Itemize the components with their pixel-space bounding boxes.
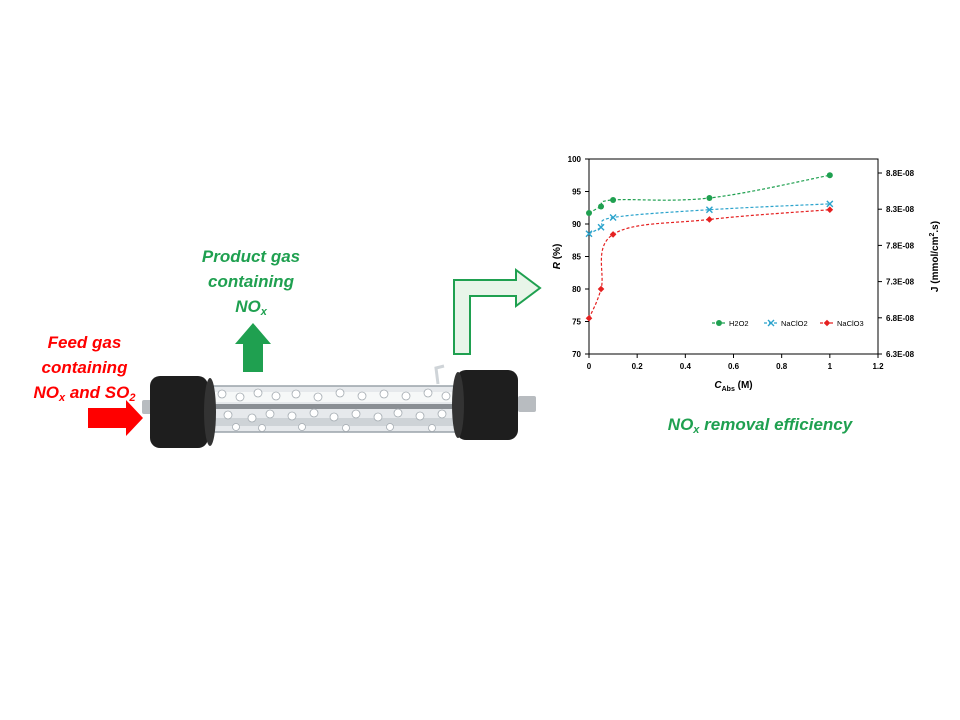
legend-marker-naclo2 [767, 319, 775, 327]
data-point-naclo3 [585, 314, 593, 322]
feed-gas-label: Feed gas containing NOx and SO2 [22, 330, 147, 411]
data-point-naclo2 [609, 214, 617, 221]
data-point-naclo2 [585, 230, 593, 238]
data-point-naclo3 [826, 206, 834, 213]
removal-efficiency-chart: 0 0.2 0.4 0.6 0.8 1 1.2 70 75 80 85 90 95 100 6.3E-08 6… [552, 155, 941, 393]
x-tick-label: 0.8 [776, 362, 788, 371]
data-point-h2o2 [598, 203, 605, 210]
x-tick-label: 0 [587, 362, 592, 371]
data-point-naclo2 [705, 206, 713, 214]
series-line-naclo3 [588, 209, 830, 319]
membrane-module [142, 364, 536, 448]
chart-caption: NOx removal efficiency [667, 415, 853, 436]
feed-gas-line2: containing [41, 358, 128, 377]
data-point-naclo3 [597, 285, 605, 293]
y-tick-label: 85 [572, 253, 581, 262]
y2-tick-label: 6.8E-08 [886, 314, 915, 323]
y2-tick-label: 8.8E-08 [886, 169, 915, 178]
y-tick-label: 75 [572, 318, 581, 327]
data-point-h2o2 [586, 209, 592, 216]
feed-arrow [88, 400, 143, 436]
y-axis-label: R (%) [552, 244, 563, 270]
data-point-naclo2 [826, 200, 834, 208]
y2-axis-label: J (mmol/cm2.s) [929, 221, 941, 292]
y2-tick-label: 7.8E-08 [886, 241, 915, 250]
y-tick-label: 80 [572, 285, 581, 294]
product-gas-line1: Product gas [201, 247, 301, 266]
feed-gas-line1: Feed gas [47, 333, 122, 352]
x-tick-label: 0.6 [728, 362, 740, 371]
x-tick-label: 0.4 [680, 362, 692, 371]
product-gas-line2: containing [208, 272, 294, 291]
data-point-h2o2 [826, 172, 833, 179]
bent-arrow [453, 268, 542, 355]
x-tick-label: 1 [828, 362, 833, 371]
product-gas-label: Product gas containing NOx [186, 244, 316, 325]
y-tick-label: 95 [572, 188, 581, 197]
y-tick-label: 70 [572, 350, 581, 359]
data-point-h2o2 [610, 196, 617, 203]
y-tick-label: 100 [568, 155, 582, 164]
series-line-h2o2 [588, 174, 830, 214]
y-tick-label: 90 [572, 220, 581, 229]
feed-gas-line3: NOx and SO2 [33, 383, 136, 404]
legend-marker-h2o2 [716, 320, 722, 326]
legend-label-h2o2: H2O2 [729, 319, 749, 328]
x-axis-label: CAbs (M) [714, 380, 752, 393]
data-point-h2o2 [706, 195, 713, 201]
legend-label-naclo2: NaClO2 [781, 319, 808, 328]
data-point-naclo2 [597, 223, 605, 231]
y2-tick-label: 7.3E-08 [886, 278, 915, 287]
product-arrow [235, 323, 271, 372]
x-tick-label: 1.2 [872, 362, 884, 371]
data-point-naclo3 [706, 216, 713, 223]
legend-label-naclo3: NaClO3 [837, 319, 864, 328]
y2-tick-label: 8.3E-08 [886, 205, 915, 214]
x-tick-label: 0.2 [632, 362, 644, 371]
data-point-naclo3 [609, 231, 617, 238]
legend-marker-naclo3 [823, 319, 831, 327]
y2-tick-label: 6.3E-08 [886, 350, 915, 359]
product-gas-line3: NOx [235, 297, 267, 318]
